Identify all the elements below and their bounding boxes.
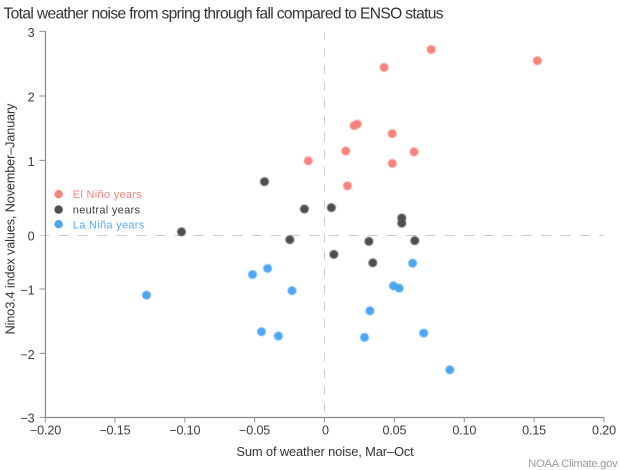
svg-text:−3: −3	[20, 412, 34, 426]
svg-text:3: 3	[28, 26, 35, 40]
svg-text:El Niño years: El Niño years	[73, 189, 143, 201]
svg-text:Nino3.4 index values, November: Nino3.4 index values, November–January	[4, 103, 18, 335]
svg-text:0: 0	[28, 230, 35, 244]
svg-text:−0.20: −0.20	[30, 424, 61, 438]
svg-text:La Niña years: La Niña years	[73, 220, 145, 232]
svg-text:0.10: 0.10	[452, 424, 476, 438]
svg-text:−0.15: −0.15	[99, 424, 130, 438]
svg-text:−2: −2	[20, 348, 34, 362]
svg-text:−0.10: −0.10	[169, 424, 200, 438]
svg-text:neutral years: neutral years	[73, 205, 141, 217]
svg-text:Sum of weather noise, Mar–Oct: Sum of weather noise, Mar–Oct	[236, 444, 414, 459]
svg-text:0.20: 0.20	[592, 424, 616, 438]
svg-text:−0.05: −0.05	[239, 424, 270, 438]
svg-text:−1: −1	[20, 283, 34, 297]
svg-text:2: 2	[28, 90, 35, 104]
svg-text:0: 0	[322, 424, 329, 438]
svg-text:1: 1	[28, 155, 35, 169]
svg-text:Total weather noise from sprin: Total weather noise from spring through …	[4, 6, 444, 23]
svg-text:NOAA Climate.gov: NOAA Climate.gov	[528, 458, 618, 470]
svg-text:0.05: 0.05	[382, 424, 406, 438]
svg-text:0.15: 0.15	[522, 424, 546, 438]
